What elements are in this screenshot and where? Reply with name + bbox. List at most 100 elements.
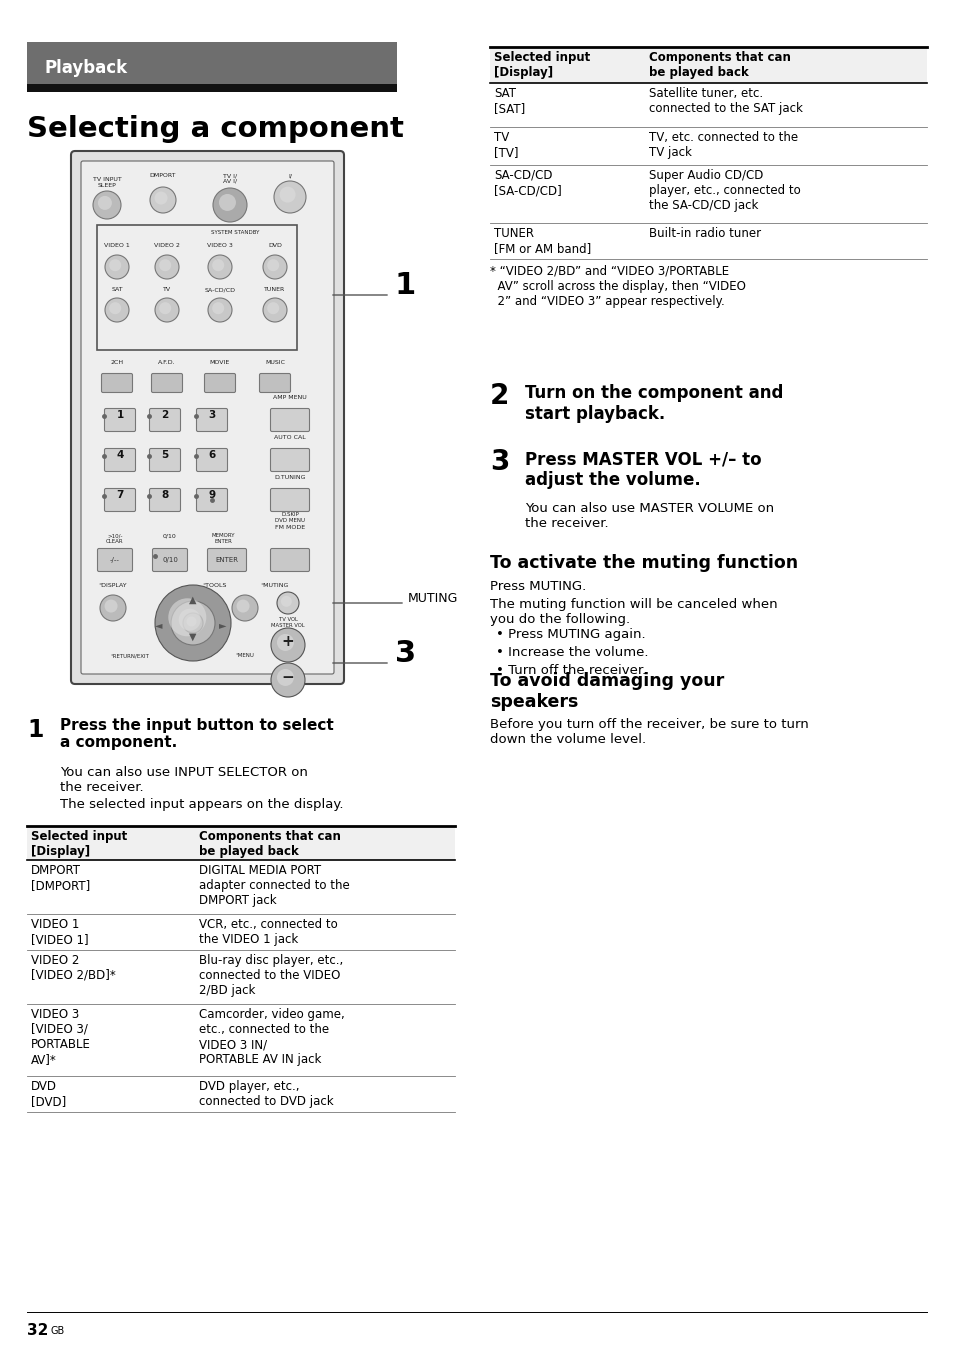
Text: 1: 1 — [116, 410, 124, 420]
Circle shape — [212, 260, 224, 272]
FancyBboxPatch shape — [105, 449, 135, 472]
Text: °MUTING: °MUTING — [260, 583, 289, 588]
Circle shape — [276, 634, 294, 650]
Circle shape — [280, 596, 292, 607]
Circle shape — [171, 602, 214, 645]
Text: ◄: ◄ — [155, 621, 163, 630]
FancyBboxPatch shape — [271, 549, 309, 572]
FancyBboxPatch shape — [71, 151, 344, 684]
Text: FM MODE: FM MODE — [274, 525, 305, 530]
Circle shape — [236, 599, 250, 612]
Text: 32: 32 — [27, 1324, 49, 1338]
Text: A.F.D.: A.F.D. — [158, 360, 175, 365]
FancyBboxPatch shape — [105, 408, 135, 431]
Text: Press MASTER VOL +/– to
adjust the volume.: Press MASTER VOL +/– to adjust the volum… — [524, 450, 760, 489]
Text: Camcorder, video game,
etc., connected to the
VIDEO 3 IN/
PORTABLE AV IN jack: Camcorder, video game, etc., connected t… — [199, 1009, 344, 1065]
Text: MEMORY
ENTER: MEMORY ENTER — [211, 533, 234, 544]
Text: −: − — [281, 669, 294, 684]
Text: 7: 7 — [116, 489, 124, 500]
Text: Satellite tuner, etc.
connected to the SAT jack: Satellite tuner, etc. connected to the S… — [648, 87, 802, 115]
Text: VIDEO 2: VIDEO 2 — [153, 243, 180, 247]
Circle shape — [109, 260, 121, 272]
Text: SAT: SAT — [112, 287, 123, 292]
Text: Selecting a component: Selecting a component — [27, 115, 403, 143]
FancyBboxPatch shape — [150, 449, 180, 472]
Text: Playback: Playback — [44, 59, 127, 77]
Bar — [97, 224, 296, 350]
Circle shape — [105, 256, 129, 279]
Text: • Increase the volume.: • Increase the volume. — [496, 646, 648, 658]
FancyBboxPatch shape — [196, 488, 227, 511]
FancyBboxPatch shape — [259, 373, 291, 392]
FancyBboxPatch shape — [101, 373, 132, 392]
Text: VIDEO 2
[VIDEO 2/BD]*: VIDEO 2 [VIDEO 2/BD]* — [30, 955, 115, 982]
FancyBboxPatch shape — [105, 488, 135, 511]
Text: °TOOLS: °TOOLS — [203, 583, 227, 588]
Text: Press the input button to select
a component.: Press the input button to select a compo… — [60, 718, 334, 750]
Text: MUTING: MUTING — [408, 592, 457, 606]
Circle shape — [105, 599, 117, 612]
Text: D.SKIP
DVD MENU: D.SKIP DVD MENU — [274, 512, 305, 523]
Text: ▲: ▲ — [189, 595, 196, 604]
Text: DIGITAL MEDIA PORT
adapter connected to the
DMPORT jack: DIGITAL MEDIA PORT adapter connected to … — [199, 864, 350, 907]
FancyBboxPatch shape — [271, 408, 309, 431]
Text: VIDEO 3: VIDEO 3 — [207, 243, 233, 247]
Circle shape — [208, 297, 232, 322]
Text: MUSIC: MUSIC — [265, 360, 285, 365]
Text: DVD: DVD — [268, 243, 282, 247]
Text: SA-CD/CD
[SA-CD/CD]: SA-CD/CD [SA-CD/CD] — [494, 169, 561, 197]
Text: Selected input
[Display]: Selected input [Display] — [494, 51, 590, 78]
Circle shape — [276, 592, 298, 614]
Text: VIDEO 1
[VIDEO 1]: VIDEO 1 [VIDEO 1] — [30, 918, 89, 946]
Text: TV: TV — [163, 287, 171, 292]
FancyBboxPatch shape — [150, 408, 180, 431]
Text: VCR, etc., connected to
the VIDEO 1 jack: VCR, etc., connected to the VIDEO 1 jack — [199, 918, 337, 946]
Text: To activate the muting function: To activate the muting function — [490, 554, 798, 572]
Circle shape — [154, 297, 179, 322]
FancyBboxPatch shape — [208, 549, 246, 572]
Text: 8: 8 — [161, 489, 169, 500]
Text: TV VOL
MASTER VOL: TV VOL MASTER VOL — [271, 617, 305, 627]
Circle shape — [212, 303, 224, 314]
Text: DMPORT
[DMPORT]: DMPORT [DMPORT] — [30, 864, 91, 892]
Text: 3: 3 — [395, 638, 416, 668]
Text: °MENU: °MENU — [235, 653, 254, 658]
Circle shape — [100, 595, 126, 621]
Text: DMPORT: DMPORT — [150, 173, 176, 178]
Text: 1: 1 — [27, 718, 43, 742]
Text: 2CH: 2CH — [111, 360, 124, 365]
FancyBboxPatch shape — [152, 373, 182, 392]
Circle shape — [159, 260, 171, 272]
Circle shape — [186, 617, 196, 626]
Bar — [27, 42, 396, 84]
Circle shape — [213, 188, 247, 222]
Text: TV
[TV]: TV [TV] — [494, 131, 518, 160]
Text: 6: 6 — [208, 450, 215, 460]
Text: >10/-
CLEAR: >10/- CLEAR — [106, 533, 124, 544]
Text: To avoid damaging your
speakers: To avoid damaging your speakers — [490, 672, 723, 711]
Text: TV, etc. connected to the
TV jack: TV, etc. connected to the TV jack — [648, 131, 798, 160]
Circle shape — [183, 612, 203, 633]
Circle shape — [208, 256, 232, 279]
Text: 2: 2 — [161, 410, 169, 420]
Text: SA-CD/CD: SA-CD/CD — [204, 287, 235, 292]
Text: °RETURN/EXIT: °RETURN/EXIT — [111, 653, 150, 658]
Text: 0/10: 0/10 — [162, 557, 178, 562]
Text: 0/10: 0/10 — [163, 533, 176, 538]
Circle shape — [154, 256, 179, 279]
Text: AMP MENU: AMP MENU — [273, 395, 307, 400]
Circle shape — [105, 297, 129, 322]
Text: VIDEO 3
[VIDEO 3/
PORTABLE
AV]*: VIDEO 3 [VIDEO 3/ PORTABLE AV]* — [30, 1009, 91, 1065]
Text: VIDEO 1: VIDEO 1 — [104, 243, 130, 247]
Text: * “VIDEO 2/BD” and “VIDEO 3/PORTABLE
  AV” scroll across the display, then “VIDE: * “VIDEO 2/BD” and “VIDEO 3/PORTABLE AV”… — [490, 265, 745, 308]
Text: Components that can
be played back: Components that can be played back — [648, 51, 790, 78]
FancyBboxPatch shape — [97, 549, 132, 572]
Circle shape — [159, 303, 171, 314]
Text: Super Audio CD/CD
player, etc., connected to
the SA-CD/CD jack: Super Audio CD/CD player, etc., connecte… — [648, 169, 800, 212]
Text: The muting function will be canceled when
you do the following.: The muting function will be canceled whe… — [490, 598, 777, 626]
Text: TUNER: TUNER — [264, 287, 285, 292]
Text: You can also use MASTER VOLUME on
the receiver.: You can also use MASTER VOLUME on the re… — [524, 502, 773, 530]
Text: SYSTEM STANDBY: SYSTEM STANDBY — [211, 230, 259, 235]
Text: GB: GB — [50, 1326, 64, 1336]
Bar — [27, 826, 455, 860]
